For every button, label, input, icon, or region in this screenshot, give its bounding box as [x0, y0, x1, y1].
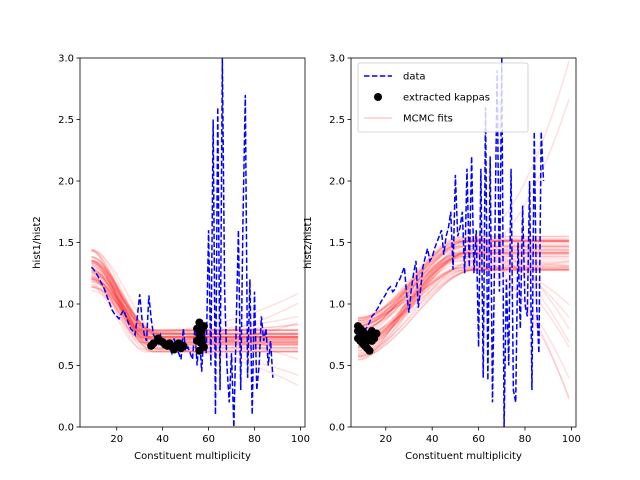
- x-tick-label: 20: [379, 434, 392, 445]
- y-tick-label: 2.5: [58, 115, 74, 126]
- legend-label: MCMC fits: [403, 114, 453, 125]
- y-tick-label: 1.0: [329, 300, 345, 311]
- y-tick-label: 3.0: [58, 54, 74, 65]
- mcmc-fit-curve: [357, 268, 570, 338]
- mcmc-fit-curve: [91, 270, 299, 338]
- legend-label: data: [403, 72, 426, 83]
- mcmc-fit-curve: [357, 269, 570, 359]
- y-tick-label: 2.5: [329, 115, 345, 126]
- x-tick-label: 60: [472, 434, 485, 445]
- mcmc-fit-curve: [357, 269, 570, 354]
- mcmc-fit-curve: [357, 259, 570, 357]
- mcmc-fit-curve: [91, 274, 299, 349]
- y-tick-label: 1.5: [58, 238, 74, 249]
- mcmc-fit-curve: [357, 266, 570, 348]
- y-axis-label: hist2/hist1: [303, 216, 314, 269]
- mcmc-fit-curve: [357, 262, 570, 323]
- mcmc-fit-curve: [357, 267, 570, 349]
- mcmc-fit-curve: [357, 268, 570, 342]
- kappa-point: [365, 346, 374, 355]
- y-tick-label: 2.0: [58, 177, 74, 188]
- mcmc-fit-curve: [91, 278, 299, 352]
- y-tick-label: 1.5: [329, 238, 345, 249]
- right-subplot: 20 40 60 80 100 0.0 0.5 1.0 1.5 2.0 2.5 3.0 Constitu…: [303, 54, 581, 463]
- kappa-point: [199, 322, 208, 331]
- x-tick-label: 80: [519, 434, 532, 445]
- plot-area: [90, 58, 299, 427]
- mcmc-fit-curve: [91, 289, 299, 346]
- mcmc-fit-curve: [357, 268, 570, 322]
- y-axis-label: hist1/hist2: [32, 216, 43, 269]
- legend: data extracted kappas MCMC fits: [357, 62, 529, 133]
- y-tick-label: 3.0: [329, 54, 345, 65]
- mcmc-fit-curve: [91, 275, 299, 353]
- x-tick-label: 40: [156, 434, 169, 445]
- mcmc-fit-curve: [357, 264, 570, 352]
- legend-label: extracted kappas: [403, 93, 490, 104]
- mcmc-fit-curve: [91, 260, 299, 377]
- y-tick-label: 0.5: [58, 361, 74, 372]
- y-tick-label: 0.0: [329, 423, 345, 434]
- mcmc-fit-curve: [357, 98, 570, 318]
- mcmc-fit-curve: [91, 276, 299, 351]
- kappa-point: [372, 329, 381, 338]
- kappa-point: [179, 341, 188, 350]
- mcmc-fit-curve: [91, 283, 299, 346]
- axes-frame: [79, 57, 306, 428]
- x-axis-label: Constituent multiplicity: [405, 451, 522, 462]
- x-tick-label: 60: [202, 434, 215, 445]
- mcmc-fit-curve: [91, 262, 299, 338]
- mcmc-fit-curve: [91, 286, 299, 338]
- plot-area: [353, 58, 570, 427]
- data-series-line: [359, 58, 545, 427]
- mcmc-fit-curve: [91, 249, 299, 349]
- mcmc-fit-curve: [357, 269, 570, 343]
- mcmc-fit-curve: [91, 259, 299, 338]
- data-series-line: [90, 58, 274, 427]
- legend-handle-kappas: [374, 93, 382, 101]
- x-tick-label: 20: [110, 434, 123, 445]
- mcmc-fit-curve: [91, 256, 299, 349]
- x-tick-label: 80: [248, 434, 261, 445]
- y-tick-label: 0.0: [58, 423, 74, 434]
- mcmc-fit-curve: [357, 261, 570, 348]
- mcmc-fit-curve: [357, 265, 570, 320]
- x-axis-label: Constituent multiplicity: [134, 451, 251, 462]
- mcmc-fit-curve: [91, 249, 299, 337]
- legend-box: [357, 62, 529, 133]
- x-tick-label: 40: [426, 434, 439, 445]
- y-tick-label: 2.0: [329, 177, 345, 188]
- y-tick-label: 1.0: [58, 300, 74, 311]
- mcmc-fit-curve: [91, 277, 299, 353]
- mcmc-fit-curve: [91, 265, 299, 338]
- mcmc-fit-curve: [357, 260, 570, 358]
- mcmc-fit-curve: [357, 268, 570, 398]
- y-tick-label: 0.5: [329, 361, 345, 372]
- left-subplot: 20 40 60 80 100 0.0 0.5 1.0 1.5 2.0 2.5 3.0 Constitu…: [32, 54, 310, 463]
- mcmc-fit-curve: [357, 266, 570, 329]
- mcmc-fit-curve: [357, 268, 570, 336]
- x-tick-label: 100: [291, 434, 310, 445]
- x-tick-label: 100: [562, 434, 581, 445]
- kappa-point: [199, 343, 208, 352]
- kappa-point: [197, 334, 206, 343]
- mcmc-fit-curve: [91, 284, 299, 338]
- mcmc-fit-curve: [91, 262, 299, 346]
